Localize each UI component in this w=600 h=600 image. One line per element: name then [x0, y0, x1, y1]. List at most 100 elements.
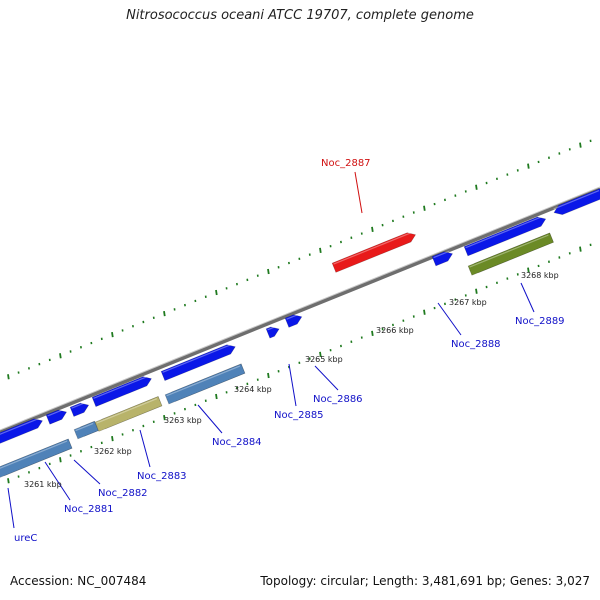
gene-label: Noc_2885 — [274, 410, 324, 421]
gene-green-sheen — [469, 234, 549, 268]
inner-tick — [163, 414, 166, 421]
gene-noc-2888-shape — [431, 251, 454, 267]
gene-noc-2883-shape — [91, 376, 152, 407]
gene-reverse-2 — [73, 420, 99, 440]
outer-tick — [267, 268, 270, 275]
gene-noc-2882-shape — [69, 402, 90, 417]
gene-label: Noc_2888 — [451, 339, 501, 350]
inner-tick — [319, 351, 322, 358]
leader-line — [44, 461, 71, 501]
gene-label: Noc_2882 — [98, 488, 148, 499]
gene-noc-2889-sheen — [465, 215, 543, 249]
gene-reverse-2-bar — [73, 420, 99, 440]
gene-noc-2885-shape — [265, 326, 280, 339]
gene-noc-2887-shape — [331, 232, 417, 273]
ruler-label: 3265 kbp — [305, 355, 343, 364]
gene-noc-2889-shape — [463, 216, 547, 257]
gene-noc-2886-shape — [284, 314, 303, 328]
gene-reverse-1-bar — [0, 438, 73, 479]
genome-backbone — [0, 186, 600, 434]
leader-line — [197, 404, 223, 434]
gene-right-edge — [553, 188, 600, 215]
gene-features — [0, 188, 600, 479]
ruler-label: 3267 kbp — [449, 298, 487, 307]
gene-noc-2884-shape — [160, 344, 236, 382]
gene-label: Noc_2884 — [212, 437, 262, 448]
leader-line — [73, 459, 101, 485]
gene-label: ureC — [14, 533, 37, 544]
gene-olive — [94, 396, 163, 432]
gene-ureC-sheen — [0, 417, 40, 436]
outer-tick — [423, 205, 426, 211]
gene-olive-bar — [94, 396, 163, 432]
inner-tick-marks — [7, 243, 592, 484]
gene-label: Noc_2886 — [313, 394, 363, 405]
gene-label: Noc_2889 — [515, 316, 565, 327]
inner-tick — [59, 457, 62, 463]
topology-text: Topology: circular; Length: 3,481,691 bp… — [260, 574, 590, 588]
leader-line — [288, 363, 297, 407]
gene-noc-2883-sheen — [93, 375, 149, 399]
gene-noc-2883 — [91, 375, 152, 407]
gene-ureC — [0, 417, 43, 444]
gene-label: Noc_2881 — [64, 504, 114, 515]
inner-tick — [215, 393, 218, 400]
backbone-line — [0, 187, 600, 434]
gene-green-bar — [467, 232, 554, 276]
gene-right-edge-sheen — [553, 190, 600, 210]
label-leader-lines — [7, 171, 535, 529]
map-title: Nitrosococcus oceani ATCC 19707, complet… — [126, 8, 474, 23]
gene-labels: ureC Noc_2881 Noc_2882 Noc_2883 Noc_2884 Noc_… — [14, 158, 565, 544]
gene-noc-2886 — [284, 313, 303, 328]
gene-noc-2888-sheen — [433, 250, 450, 259]
leader-line — [7, 487, 15, 529]
gene-noc-2882 — [69, 402, 90, 417]
outer-tick — [527, 163, 530, 169]
outer-tick — [163, 310, 166, 317]
gene-noc-2882-sheen — [71, 402, 86, 409]
inner-tick — [7, 478, 10, 484]
ruler-label: 3268 kbp — [521, 271, 559, 280]
outer-tick — [59, 353, 62, 359]
inner-tick — [475, 288, 478, 294]
gene-label: Noc_2883 — [137, 471, 187, 482]
leader-line — [139, 429, 151, 468]
ruler-label: 3266 kbp — [376, 326, 414, 335]
outer-tick — [579, 142, 582, 148]
inner-tick — [111, 436, 114, 442]
gene-reverse-3-bar — [164, 363, 246, 405]
gene-ureC-shape — [0, 418, 43, 444]
gene-noc-2889 — [463, 215, 547, 257]
outer-tick — [371, 226, 374, 232]
gene-noc-2884-sheen — [162, 343, 233, 373]
leader-line — [354, 171, 363, 214]
outer-tick — [7, 374, 10, 380]
ruler-label: 3263 kbp — [164, 416, 202, 425]
gene-reverse-1 — [0, 438, 73, 479]
leader-line — [520, 282, 535, 313]
gene-noc-2881-sheen — [47, 409, 64, 417]
gene-noc-2887-sheen — [333, 231, 413, 265]
ruler-label: 3261 kbp — [24, 480, 62, 489]
outer-tick — [215, 289, 218, 296]
gene-green — [467, 232, 554, 276]
gene-noc-2885 — [265, 325, 280, 339]
gene-noc-2881 — [45, 409, 68, 425]
gene-noc-2886-sheen — [286, 313, 299, 320]
backbone-highlight — [0, 186, 600, 431]
outer-tick — [475, 184, 478, 190]
outer-tick — [319, 247, 322, 254]
ruler-label: 3264 kbp — [234, 385, 272, 394]
inner-tick — [371, 330, 374, 336]
ruler-label: 3262 kbp — [94, 447, 132, 456]
inner-tick — [579, 246, 582, 252]
ruler-labels: 3261 kbp 3262 kbp 3263 kbp 3264 kbp 3265 kbp… — [24, 271, 559, 489]
gene-right-edge-shape — [553, 188, 600, 215]
inner-tick — [423, 309, 426, 315]
gene-noc-2885-sheen — [267, 325, 277, 331]
inner-tick — [267, 372, 270, 379]
inner-tick — [527, 267, 530, 273]
gene-reverse-2-sheen — [75, 422, 94, 432]
gene-noc-2888 — [431, 250, 454, 267]
